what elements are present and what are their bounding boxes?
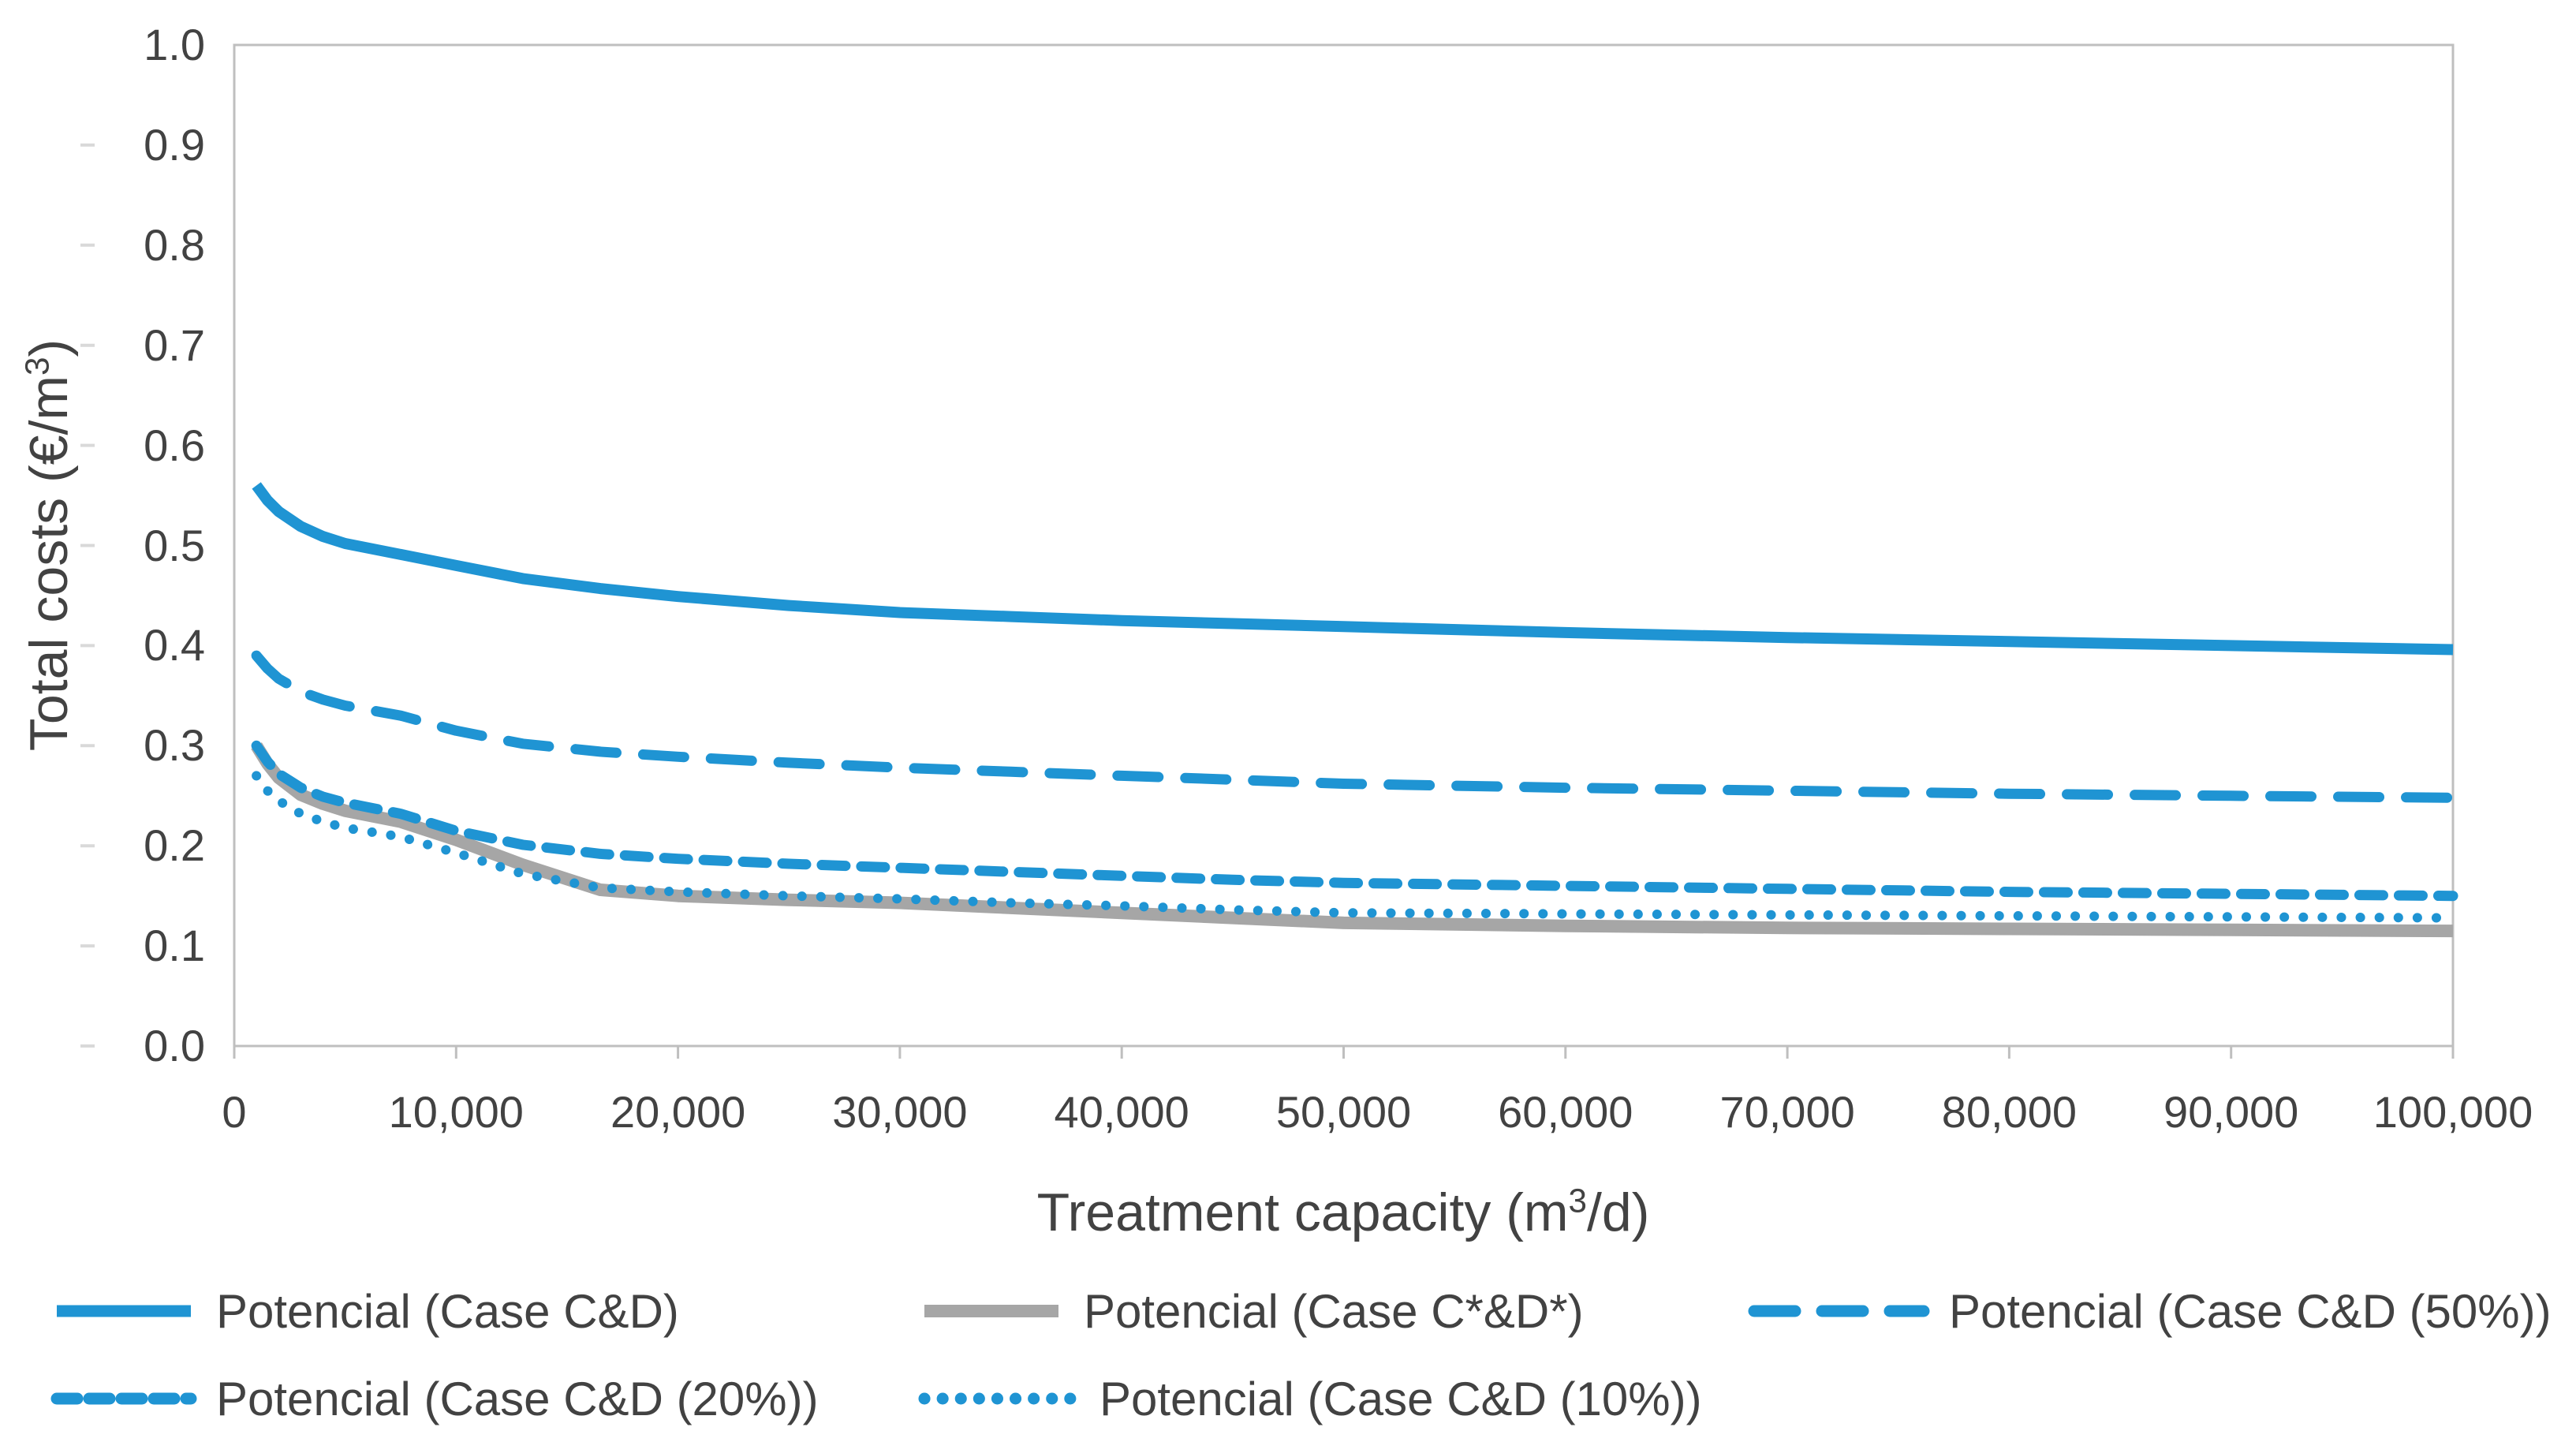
y-tick-label: 0.5 [144,520,205,570]
series-line-4 [252,771,2458,923]
series-line-3 [251,740,2458,902]
x-tick-label: 50,000 [1275,1087,1412,1137]
legend-marker-long-dash-line [1748,1305,1930,1317]
x-tick-label: 40,000 [1054,1087,1189,1137]
legend-marker-short-dash-line [50,1392,197,1405]
x-tick-label: 0 [222,1087,247,1137]
x-tick-label: 100,000 [2373,1087,2533,1137]
x-axis-title: Treatment capacity (m3/d) [1036,1182,1650,1242]
legend-label: Potencial (Case C&D) [216,1284,679,1338]
x-tick-label: 80,000 [1941,1087,2078,1137]
y-tick-label: 1.0 [144,20,205,69]
legend-item-case-cstar-dstar: Potencial (Case C*&D*) [917,1283,1584,1339]
series-line-0 [252,482,2454,656]
y-tick-label: 0.9 [144,119,205,170]
legend-item-case-cd: Potencial (Case C&D) [49,1283,679,1339]
y-axis-title: Total costs (€/m3) [18,338,79,752]
legend-marker-dotted-line [918,1392,1081,1405]
x-tick-label: 60,000 [1498,1087,1633,1137]
y-tick-label: 0.7 [144,319,205,370]
legend-label: Potencial (Case C&D (50%)) [1949,1284,2552,1338]
legend-item-case-cd-20pct: Potencial (Case C&D (20%)) [49,1370,819,1427]
legend-marker-solid-gray-line [924,1305,1058,1317]
y-tick-label: 0.0 [144,1021,205,1070]
legend-label: Potencial (Case C*&D*) [1084,1284,1584,1338]
legend-item-case-cd-50pct: Potencial (Case C&D (50%)) [1746,1283,2552,1339]
series-line-1 [251,742,2454,938]
x-tick-label: 10,000 [388,1087,524,1137]
x-tick-label: 30,000 [832,1087,968,1137]
x-axis-title-superscript: 3 [1568,1182,1587,1220]
legend-label: Potencial (Case C&D (10%)) [1099,1372,1702,1425]
legend-marker-solid-blue-line [57,1305,191,1317]
legend-label: Potencial (Case C&D (20%)) [216,1372,819,1425]
y-tick-label: 0.4 [144,620,205,671]
y-tick-label: 0.6 [144,420,205,470]
y-tick-label: 0.8 [144,219,205,270]
y-tick-label: 0.2 [144,820,205,871]
x-tick-label: 20,000 [610,1087,746,1137]
legend-item-case-cd-10pct: Potencial (Case C&D (10%)) [917,1370,1702,1427]
y-axis-title-superscript: 3 [18,357,56,375]
y-tick-label: 0.1 [144,921,205,971]
x-tick-label: 90,000 [2163,1087,2299,1137]
y-tick-label: 0.3 [144,720,205,771]
x-tick-label: 70,000 [1719,1087,1855,1137]
series-line-2 [251,650,2458,803]
